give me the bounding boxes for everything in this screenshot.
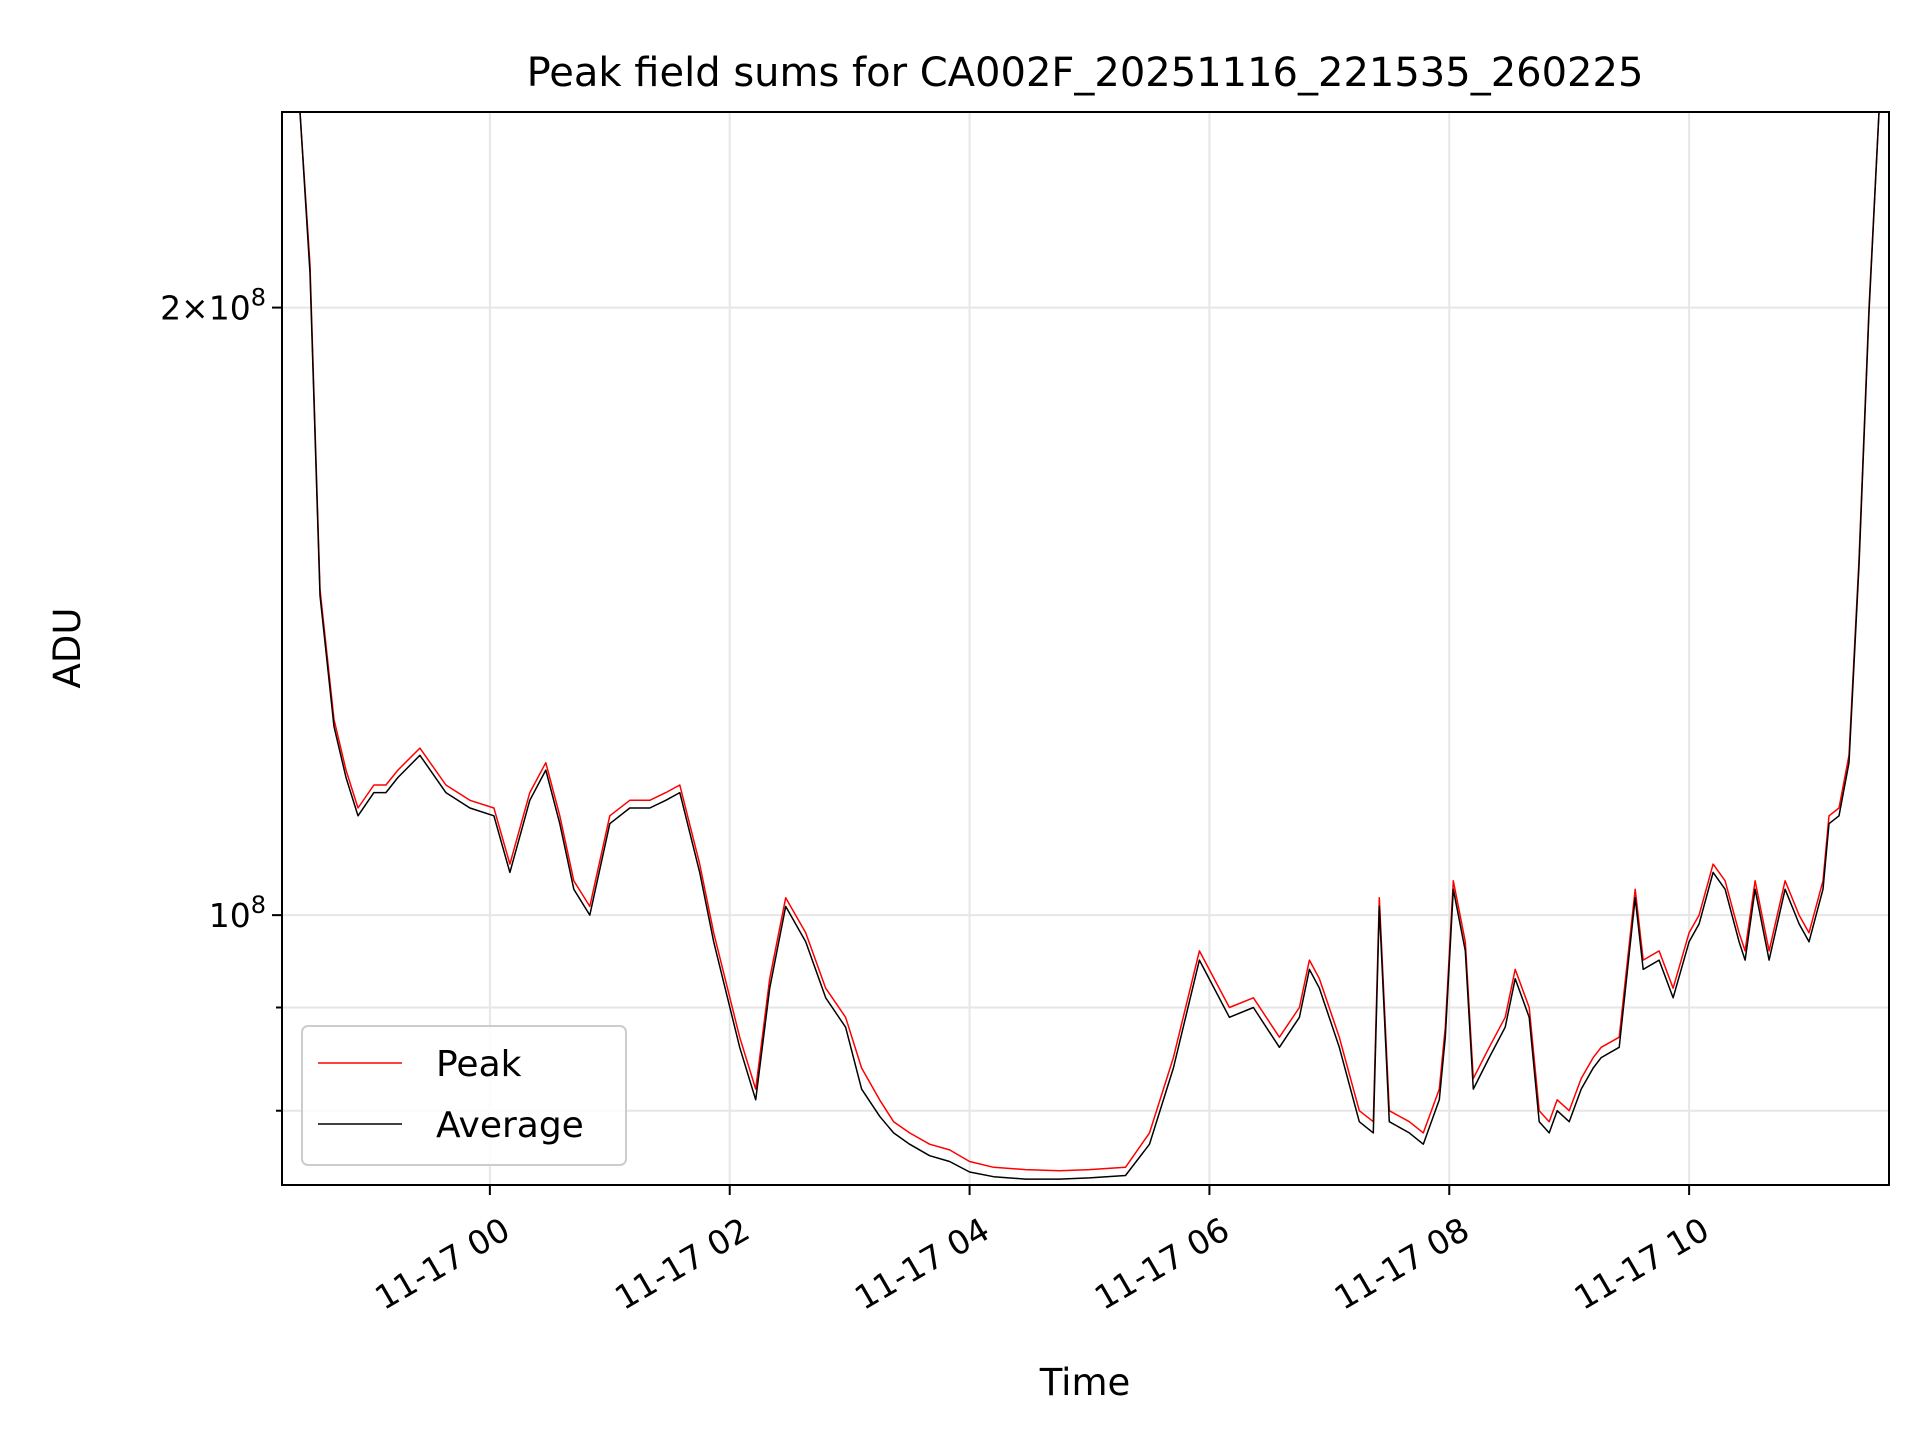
plot-frame bbox=[281, 111, 1890, 1186]
chart-title: Peak field sums for CA002F_20251116_2215… bbox=[527, 50, 1644, 96]
legend-box bbox=[301, 1025, 627, 1166]
y-tick-label: 108 bbox=[209, 891, 266, 935]
x-tick-label: 11-17 08 bbox=[1328, 1210, 1476, 1318]
legend-label-average: Average bbox=[436, 1105, 584, 1146]
grid-layer bbox=[282, 112, 1889, 1185]
y-tick-label: 2×108 bbox=[160, 284, 266, 328]
x-tick-label: 11-17 10 bbox=[1568, 1210, 1716, 1318]
series-line-average bbox=[282, 112, 1889, 1180]
series-layer bbox=[282, 112, 1889, 1180]
x-tick-label: 11-17 04 bbox=[848, 1210, 996, 1318]
x-tick-label: 11-17 02 bbox=[608, 1210, 756, 1318]
legend-label-peak: Peak bbox=[436, 1044, 522, 1085]
x-tick-label: 11-17 06 bbox=[1088, 1210, 1236, 1318]
x-axis-label: Time bbox=[1039, 1361, 1131, 1404]
series-line-peak bbox=[282, 112, 1889, 1172]
x-tick-label: 11-17 00 bbox=[368, 1210, 516, 1318]
legend: Peak Average bbox=[301, 1025, 627, 1166]
y-axis-label: ADU bbox=[46, 608, 89, 689]
